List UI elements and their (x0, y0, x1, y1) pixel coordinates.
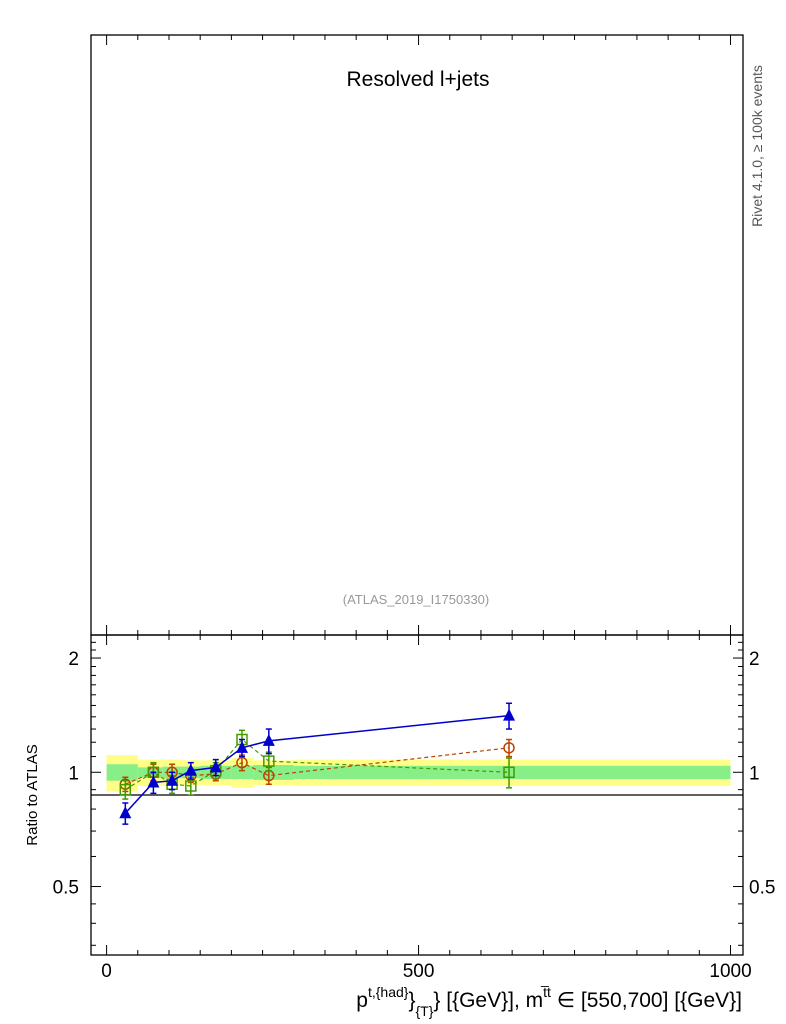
axes: 0 500 1000 0.5 0.5 1 1 2 2 (53, 35, 775, 982)
x-tick-label: 1000 (709, 961, 751, 982)
y-tick-label-right: 2 (749, 649, 760, 670)
series-line (125, 747, 510, 785)
series-triangle (119, 702, 516, 825)
ratio-panel-frame (90, 634, 744, 956)
inner-band-bin (106, 764, 138, 781)
ratio-panel: 0 500 1000 0.5 0.5 1 1 2 2 (53, 35, 775, 982)
y-tick-label-right: 0.5 (749, 878, 775, 899)
data-point-triangle (166, 773, 179, 786)
x-axis-label: pt,{had}}{T}} [{GeV}], mt̅t ∈ [550,700] … (356, 984, 742, 1019)
x-tick-label: 500 (403, 961, 435, 982)
data-point-circle (236, 756, 248, 769)
data-point-triangle (235, 740, 248, 753)
y-tick-label-left: 1 (68, 763, 79, 784)
inner-band-bin (231, 765, 254, 780)
inner-band-bin (137, 767, 163, 778)
data-point-triangle (503, 708, 516, 721)
inner-band-bin (293, 765, 731, 780)
data-point-square (263, 755, 275, 767)
rivet-version-label: Rivet 4.1.0, ≥ 100k events (749, 65, 765, 227)
data-point-triangle (119, 806, 132, 819)
reference-bands (106, 755, 731, 792)
y-axis-label: Ratio to ATLAS (24, 744, 41, 845)
plot-title: Resolved l+jets (347, 68, 490, 91)
y-tick-label-left: 2 (68, 649, 79, 670)
data-point-triangle (184, 763, 197, 776)
x-tick-label: 0 (101, 961, 112, 982)
data-point-square (119, 783, 132, 796)
data-point-triangle (147, 775, 160, 788)
data-point-triangle (209, 760, 222, 773)
y-tick-label-left: 0.5 (53, 878, 79, 899)
data-point-triangle (262, 733, 275, 746)
data-point-circle (503, 742, 515, 754)
series-line (124, 738, 510, 791)
main-panel-frame (90, 34, 744, 636)
data-point-square (503, 766, 515, 779)
series-layer (119, 702, 516, 825)
analysis-watermark: (ATLAS_2019_I1750330) (343, 592, 489, 607)
data-point-square (185, 780, 197, 792)
y-tick-label-right: 1 (749, 763, 760, 784)
